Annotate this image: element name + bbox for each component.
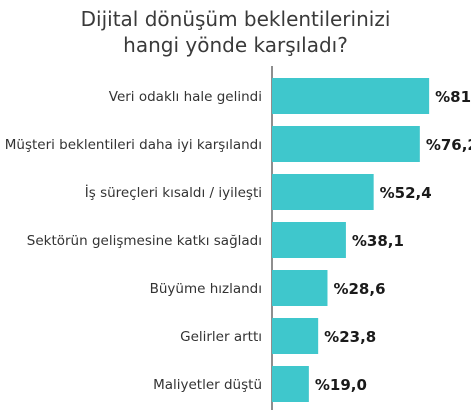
bar-4 — [272, 222, 346, 258]
category-label-4: Sektörün gelişmesine katkı sağladı — [27, 233, 262, 249]
value-label-1: %81,0 — [435, 88, 471, 106]
chart-title-line-2: hangi yönde karşıladı? — [123, 33, 348, 57]
category-label-1: Veri odaklı hale gelindi — [109, 89, 262, 105]
bar-1 — [272, 78, 430, 114]
bar-3 — [272, 174, 374, 210]
value-label-3: %52,4 — [380, 184, 432, 202]
value-label-5: %28,6 — [333, 280, 385, 298]
value-label-7: %19,0 — [315, 376, 367, 394]
chart-title-line-1: Dijital dönüşüm beklentilerinizi — [80, 7, 391, 31]
category-label-7: Maliyetler düştü — [153, 377, 262, 393]
category-label-3: İş süreçleri kısaldı / iyileşti — [85, 183, 262, 201]
value-label-4: %38,1 — [352, 232, 404, 250]
category-label-2: Müşteri beklentileri daha iyi karşılandı — [5, 137, 262, 153]
chart-title: Dijital dönüşüm beklentilerinizi hangi y… — [0, 6, 471, 58]
category-label-6: Gelirler arttı — [180, 329, 262, 345]
bar-6 — [272, 318, 319, 354]
bar-5 — [272, 270, 328, 306]
category-label-5: Büyüme hızlandı — [150, 281, 262, 297]
bar-2 — [272, 126, 420, 162]
bar-7 — [272, 366, 309, 402]
value-label-2: %76,2 — [426, 136, 471, 154]
value-label-6: %23,8 — [324, 328, 376, 346]
